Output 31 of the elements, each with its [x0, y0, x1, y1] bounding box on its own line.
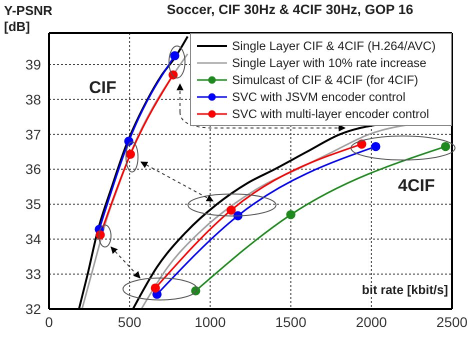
point	[371, 142, 380, 152]
point	[150, 283, 160, 293]
annotation: 4CIF	[398, 176, 435, 196]
x-tick-label: 2500	[436, 314, 468, 330]
point	[440, 142, 450, 152]
y-tick-label: 34	[25, 231, 42, 248]
point	[357, 140, 366, 149]
point	[226, 206, 236, 215]
legend-label: Single Layer CIF & 4CIF (H.264/AVC)	[232, 38, 436, 52]
chart-title: Soccer, CIF 30Hz & 4CIF 30Hz, GOP 16	[166, 2, 414, 17]
x-tick-label: 2000	[356, 314, 388, 330]
y-tick-label: 39	[25, 56, 42, 72]
legend-label: SVC with multi-layer encoder control	[232, 106, 430, 120]
y-tick-label: 36	[25, 161, 42, 178]
point	[170, 51, 180, 60]
point	[286, 210, 296, 220]
x-tick-label: 1000	[194, 314, 226, 330]
y-tick-label: 35	[25, 196, 42, 212]
y-tick-label: 38	[25, 91, 42, 108]
x-tick-label: 500	[118, 314, 142, 330]
y-axis-title: Y-PSNR [dB]	[4, 3, 54, 35]
x-tick-label: 1500	[275, 314, 307, 330]
y-tick-label: 37	[25, 126, 42, 142]
y-tick-label: 32	[25, 300, 42, 317]
legend-label: Simulcast of CIF & 4CIF (for 4CIF)	[232, 72, 418, 86]
x-axis-title: bit rate [kbit/s]	[362, 283, 448, 297]
annotation: CIF	[89, 78, 116, 98]
y-tick-label: 33	[25, 266, 42, 282]
legend-label: Single Layer with 10% rate increase	[232, 56, 426, 70]
x-tick-label: 0	[45, 314, 54, 330]
legend-label: SVC with JSVM encoder control	[232, 90, 406, 104]
